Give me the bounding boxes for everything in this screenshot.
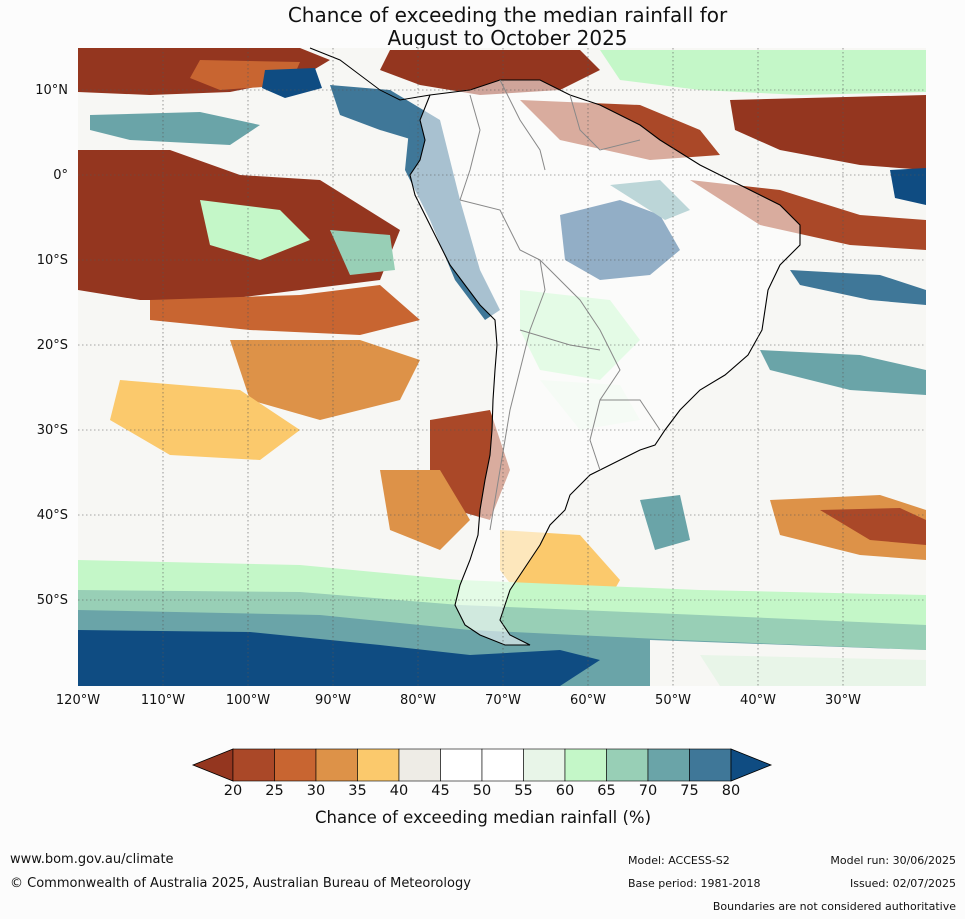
- colorbar-segment: [274, 748, 317, 782]
- field-green-north-east: [600, 50, 926, 95]
- colorbar-tick-label: 55: [514, 783, 533, 799]
- lon-label-30w: 30°W: [825, 693, 861, 708]
- colorbar-tick-label: 20: [223, 783, 243, 799]
- colorbar-tick-label: 50: [472, 783, 492, 799]
- colorbar-tick-label: 65: [597, 783, 616, 799]
- map-title-line1: Chance of exceeding the median rainfall …: [287, 3, 728, 27]
- country-borders: [459, 79, 661, 531]
- field-teal-south-atlantic: [640, 495, 690, 550]
- field-brown-atlantic-east: [730, 95, 926, 170]
- lat-label-10s: 10°S: [36, 253, 68, 268]
- lat-label-40s: 40°S: [36, 508, 68, 523]
- field-orange-pacific-band: [150, 285, 420, 335]
- colorbar-segment: [232, 748, 275, 782]
- lon-label-70w: 70°W: [485, 693, 521, 708]
- footer-url: www.bom.gov.au/climate: [10, 852, 174, 867]
- colorbar-segment: [440, 748, 483, 782]
- colorbar-tick-label: 30: [306, 783, 326, 799]
- graticule: [78, 48, 926, 686]
- footer-base-period: Base period: 1981-2018: [628, 877, 761, 890]
- field-green-south-east: [700, 655, 926, 686]
- lon-label-120w: 120°W: [55, 693, 101, 708]
- field-blue-atlantic-band: [790, 270, 926, 305]
- colorbar-segment: [315, 748, 358, 782]
- field-yellow-pacific: [110, 380, 300, 460]
- field-teal-north: [90, 112, 260, 145]
- lon-label-100w: 100°W: [225, 693, 271, 708]
- colorbar-segment: [481, 748, 524, 782]
- colorbar-segment: [523, 748, 566, 782]
- field-teal-pacific: [330, 230, 395, 275]
- lat-label-30s: 30°S: [36, 423, 68, 438]
- colorbar-tick-label: 60: [555, 783, 575, 799]
- lon-label-110w: 110°W: [140, 693, 186, 708]
- lon-label-80w: 80°W: [400, 693, 436, 708]
- field-blue-east: [890, 168, 926, 205]
- field-blue-southern: [78, 630, 600, 686]
- central-america: [309, 47, 431, 101]
- lon-label-50w: 50°W: [655, 693, 691, 708]
- lat-label-0: 0°: [53, 168, 68, 183]
- colorbar-tick-label: 40: [389, 783, 409, 799]
- colorbar-arrow-high: [730, 748, 773, 782]
- colorbar-tick-label: 25: [265, 783, 284, 799]
- colorbar: [191, 748, 773, 782]
- field-orange-chile: [380, 470, 470, 550]
- lat-label-10n: 10°N: [35, 83, 68, 98]
- lon-label-90w: 90°W: [315, 693, 351, 708]
- colorbar-tick-label: 45: [431, 783, 450, 799]
- colorbar-tick-label: 35: [348, 783, 367, 799]
- colorbar-tick-label: 75: [680, 783, 699, 799]
- map-title-line2: August to October 2025: [387, 26, 628, 50]
- footer-model-run: Model run: 30/06/2025: [830, 854, 956, 867]
- field-orange-pacific-mid: [230, 340, 420, 420]
- colorbar-tick-label: 80: [721, 783, 741, 799]
- colorbar-segment: [606, 748, 649, 782]
- coastline: [409, 79, 801, 646]
- colorbar-segment: [398, 748, 441, 782]
- colorbar-segment: [564, 748, 607, 782]
- footer-model: Model: ACCESS-S2: [628, 854, 730, 867]
- colorbar-arrow-low: [191, 748, 234, 782]
- lon-label-40w: 40°W: [740, 693, 776, 708]
- lon-label-60w: 60°W: [570, 693, 606, 708]
- colorbar-title: Chance of exceeding median rainfall (%): [314, 808, 652, 827]
- footer-disclaimer: Boundaries are not considered authoritat…: [712, 900, 956, 913]
- field-brown-south-atlantic: [820, 508, 926, 545]
- colorbar-segment: [357, 748, 400, 782]
- colorbar-segment: [689, 748, 732, 782]
- field-blue-north: [262, 68, 322, 98]
- field-green-pacific: [200, 200, 310, 260]
- colorbar-tick-label: 70: [638, 783, 658, 799]
- lat-label-20s: 20°S: [36, 338, 68, 353]
- map-title: Chance of exceeding the median rainfall …: [0, 4, 965, 50]
- footer-copyright: © Commonwealth of Australia 2025, Austra…: [10, 876, 471, 891]
- lat-label-50s: 50°S: [36, 593, 68, 608]
- footer-issued: Issued: 02/07/2025: [849, 877, 956, 890]
- colorbar-segment: [647, 748, 690, 782]
